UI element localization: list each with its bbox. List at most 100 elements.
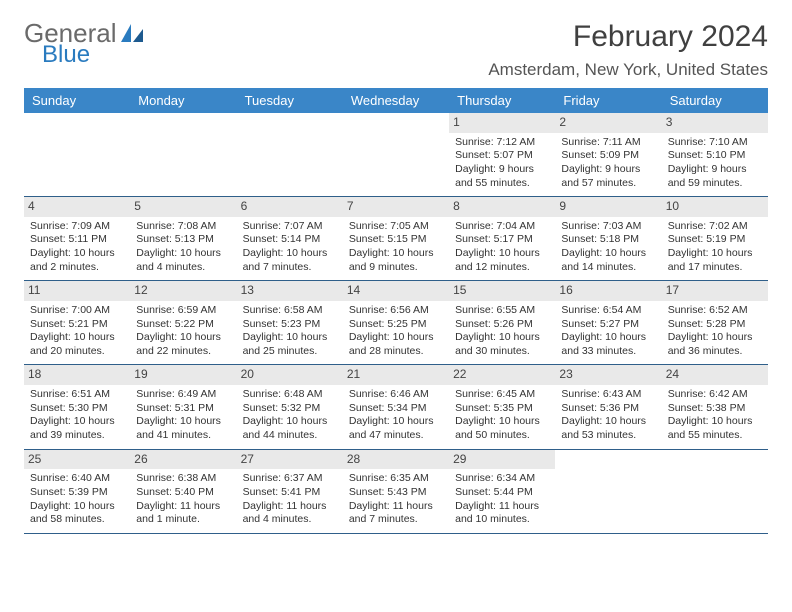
sunrise-text: Sunrise: 7:10 AM	[668, 136, 762, 150]
day-number: 12	[130, 281, 236, 301]
sunset-text: Sunset: 5:31 PM	[136, 402, 230, 416]
day-number: 18	[24, 365, 130, 385]
day-cell: 5Sunrise: 7:08 AMSunset: 5:13 PMDaylight…	[130, 197, 236, 280]
sunrise-text: Sunrise: 6:56 AM	[349, 304, 443, 318]
day-number: 5	[130, 197, 236, 217]
daylight-text: Daylight: 10 hours and 25 minutes.	[243, 331, 337, 358]
day-cell: 27Sunrise: 6:37 AMSunset: 5:41 PMDayligh…	[237, 450, 343, 533]
day-number: 10	[662, 197, 768, 217]
sunset-text: Sunset: 5:11 PM	[30, 233, 124, 247]
sunrise-text: Sunrise: 6:51 AM	[30, 388, 124, 402]
day-number: 17	[662, 281, 768, 301]
daylight-text: Daylight: 10 hours and 7 minutes.	[243, 247, 337, 274]
day-cell: 13Sunrise: 6:58 AMSunset: 5:23 PMDayligh…	[237, 281, 343, 364]
title-block: February 2024 Amsterdam, New York, Unite…	[488, 20, 768, 80]
sunrise-text: Sunrise: 7:04 AM	[455, 220, 549, 234]
sunrise-text: Sunrise: 6:37 AM	[243, 472, 337, 486]
day-cell: 26Sunrise: 6:38 AMSunset: 5:40 PMDayligh…	[130, 450, 236, 533]
daylight-text: Daylight: 10 hours and 39 minutes.	[30, 415, 124, 442]
daylight-text: Daylight: 10 hours and 33 minutes.	[561, 331, 655, 358]
day-header: Thursday	[449, 88, 555, 113]
sunset-text: Sunset: 5:14 PM	[243, 233, 337, 247]
day-number: 4	[24, 197, 130, 217]
week-row: 18Sunrise: 6:51 AMSunset: 5:30 PMDayligh…	[24, 365, 768, 449]
day-cell: 29Sunrise: 6:34 AMSunset: 5:44 PMDayligh…	[449, 450, 555, 533]
sunset-text: Sunset: 5:43 PM	[349, 486, 443, 500]
day-number: 23	[555, 365, 661, 385]
day-cell: 28Sunrise: 6:35 AMSunset: 5:43 PMDayligh…	[343, 450, 449, 533]
sunset-text: Sunset: 5:44 PM	[455, 486, 549, 500]
sunset-text: Sunset: 5:22 PM	[136, 318, 230, 332]
daylight-text: Daylight: 10 hours and 44 minutes.	[243, 415, 337, 442]
daylight-text: Daylight: 10 hours and 50 minutes.	[455, 415, 549, 442]
day-cell: 1Sunrise: 7:12 AMSunset: 5:07 PMDaylight…	[449, 113, 555, 196]
day-cell: 17Sunrise: 6:52 AMSunset: 5:28 PMDayligh…	[662, 281, 768, 364]
day-number: 25	[24, 450, 130, 470]
day-header: Friday	[555, 88, 661, 113]
daylight-text: Daylight: 10 hours and 2 minutes.	[30, 247, 124, 274]
daylight-text: Daylight: 10 hours and 12 minutes.	[455, 247, 549, 274]
day-cell: 11Sunrise: 7:00 AMSunset: 5:21 PMDayligh…	[24, 281, 130, 364]
sunset-text: Sunset: 5:17 PM	[455, 233, 549, 247]
day-cell: 14Sunrise: 6:56 AMSunset: 5:25 PMDayligh…	[343, 281, 449, 364]
sunrise-text: Sunrise: 6:35 AM	[349, 472, 443, 486]
day-number: 11	[24, 281, 130, 301]
sunset-text: Sunset: 5:28 PM	[668, 318, 762, 332]
sunrise-text: Sunrise: 6:49 AM	[136, 388, 230, 402]
daylight-text: Daylight: 10 hours and 41 minutes.	[136, 415, 230, 442]
day-cell	[555, 450, 661, 533]
sunset-text: Sunset: 5:10 PM	[668, 149, 762, 163]
daylight-text: Daylight: 11 hours and 1 minute.	[136, 500, 230, 527]
sail-icon	[121, 24, 143, 42]
daylight-text: Daylight: 9 hours and 57 minutes.	[561, 163, 655, 190]
sunrise-text: Sunrise: 7:05 AM	[349, 220, 443, 234]
sunrise-text: Sunrise: 7:02 AM	[668, 220, 762, 234]
month-title: February 2024	[488, 20, 768, 54]
sunrise-text: Sunrise: 7:08 AM	[136, 220, 230, 234]
day-cell: 19Sunrise: 6:49 AMSunset: 5:31 PMDayligh…	[130, 365, 236, 448]
day-number: 27	[237, 450, 343, 470]
day-number: 22	[449, 365, 555, 385]
sunrise-text: Sunrise: 7:11 AM	[561, 136, 655, 150]
day-cell: 20Sunrise: 6:48 AMSunset: 5:32 PMDayligh…	[237, 365, 343, 448]
logo: General Blue	[24, 20, 143, 67]
sunrise-text: Sunrise: 6:45 AM	[455, 388, 549, 402]
sunrise-text: Sunrise: 6:58 AM	[243, 304, 337, 318]
daylight-text: Daylight: 10 hours and 30 minutes.	[455, 331, 549, 358]
sunset-text: Sunset: 5:41 PM	[243, 486, 337, 500]
day-number: 3	[662, 113, 768, 133]
sunset-text: Sunset: 5:09 PM	[561, 149, 655, 163]
sunset-text: Sunset: 5:36 PM	[561, 402, 655, 416]
daylight-text: Daylight: 10 hours and 9 minutes.	[349, 247, 443, 274]
day-number: 28	[343, 450, 449, 470]
day-cell: 6Sunrise: 7:07 AMSunset: 5:14 PMDaylight…	[237, 197, 343, 280]
day-number: 21	[343, 365, 449, 385]
sunset-text: Sunset: 5:07 PM	[455, 149, 549, 163]
sunset-text: Sunset: 5:34 PM	[349, 402, 443, 416]
daylight-text: Daylight: 10 hours and 4 minutes.	[136, 247, 230, 274]
day-cell: 25Sunrise: 6:40 AMSunset: 5:39 PMDayligh…	[24, 450, 130, 533]
sunset-text: Sunset: 5:25 PM	[349, 318, 443, 332]
sunrise-text: Sunrise: 7:03 AM	[561, 220, 655, 234]
day-number: 1	[449, 113, 555, 133]
daylight-text: Daylight: 10 hours and 47 minutes.	[349, 415, 443, 442]
daylight-text: Daylight: 10 hours and 14 minutes.	[561, 247, 655, 274]
day-number: 14	[343, 281, 449, 301]
sunrise-text: Sunrise: 6:48 AM	[243, 388, 337, 402]
sunrise-text: Sunrise: 6:42 AM	[668, 388, 762, 402]
sunrise-text: Sunrise: 7:00 AM	[30, 304, 124, 318]
sunset-text: Sunset: 5:38 PM	[668, 402, 762, 416]
daylight-text: Daylight: 10 hours and 20 minutes.	[30, 331, 124, 358]
day-cell: 24Sunrise: 6:42 AMSunset: 5:38 PMDayligh…	[662, 365, 768, 448]
sunrise-text: Sunrise: 6:54 AM	[561, 304, 655, 318]
day-cell: 22Sunrise: 6:45 AMSunset: 5:35 PMDayligh…	[449, 365, 555, 448]
day-number: 9	[555, 197, 661, 217]
daylight-text: Daylight: 10 hours and 58 minutes.	[30, 500, 124, 527]
week-row: 25Sunrise: 6:40 AMSunset: 5:39 PMDayligh…	[24, 450, 768, 534]
sunset-text: Sunset: 5:26 PM	[455, 318, 549, 332]
sunrise-text: Sunrise: 6:43 AM	[561, 388, 655, 402]
sunrise-text: Sunrise: 6:40 AM	[30, 472, 124, 486]
day-header: Monday	[130, 88, 236, 113]
day-cell: 23Sunrise: 6:43 AMSunset: 5:36 PMDayligh…	[555, 365, 661, 448]
day-header-row: SundayMondayTuesdayWednesdayThursdayFrid…	[24, 88, 768, 113]
